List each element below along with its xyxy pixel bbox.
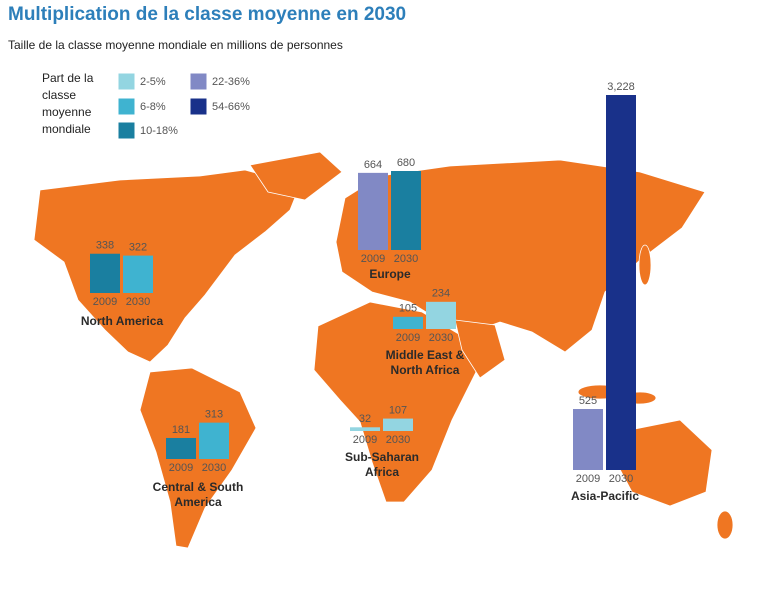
bar	[391, 171, 421, 250]
bar	[383, 418, 413, 431]
value-label: 664	[364, 159, 382, 171]
bar	[199, 422, 229, 459]
bar	[393, 316, 423, 329]
legend-swatch	[117, 72, 136, 91]
value-label: 680	[397, 157, 415, 169]
chart-title: Multiplication de la classe moyenne en 2…	[8, 4, 407, 25]
year-label: 2030	[386, 434, 410, 446]
value-label: 3,228	[607, 81, 635, 93]
value-label: 107	[389, 404, 407, 416]
legend-title: Part de la classe moyenne mondiale	[42, 71, 94, 136]
value-label: 525	[579, 395, 597, 407]
bar	[426, 301, 456, 329]
value-label: 181	[172, 424, 190, 436]
legend-label: 54-66%	[212, 101, 250, 113]
legend-swatch	[117, 121, 136, 140]
region-label: Europe	[369, 267, 411, 281]
region-label: Middle East & North Africa	[385, 348, 465, 377]
value-label: 105	[399, 303, 417, 315]
bar	[350, 427, 380, 431]
bar	[166, 437, 196, 459]
value-label: 32	[359, 413, 371, 425]
value-label: 338	[96, 240, 114, 252]
year-label: 2030	[394, 253, 418, 265]
region-label: North America	[80, 314, 164, 328]
legend-swatch	[117, 97, 136, 116]
legend-label: 10-18%	[140, 125, 178, 137]
year-label: 2009	[93, 296, 117, 308]
legend-swatch	[189, 72, 208, 91]
bar	[606, 95, 636, 470]
year-label: 2030	[609, 473, 633, 485]
value-label: 234	[432, 288, 450, 300]
legend-swatch	[189, 97, 208, 116]
region-label: Central & South America	[152, 480, 244, 509]
legend-label: 6-8%	[140, 101, 166, 113]
legend-label: 22-36%	[212, 76, 250, 88]
year-label: 2009	[361, 253, 385, 265]
year-label: 2009	[169, 462, 193, 474]
year-label: 2030	[126, 296, 150, 308]
year-label: 2009	[576, 473, 600, 485]
region-label: Sub-Saharan Africa	[344, 450, 419, 479]
region-label: Asia-Pacific	[570, 489, 640, 503]
bar	[358, 172, 388, 250]
year-label: 2009	[353, 434, 377, 446]
chart-subtitle: Taille de la classe moyenne mondiale en …	[8, 38, 343, 52]
legend-label: 2-5%	[140, 76, 166, 88]
year-label: 2030	[429, 332, 453, 344]
bar	[573, 409, 603, 470]
value-label: 322	[129, 241, 147, 253]
bar	[123, 255, 153, 293]
year-label: 2030	[202, 462, 226, 474]
bar	[90, 253, 120, 293]
year-label: 2009	[396, 332, 420, 344]
value-label: 313	[205, 409, 223, 421]
